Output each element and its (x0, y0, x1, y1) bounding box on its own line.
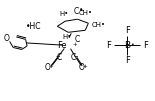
Text: F: F (125, 26, 130, 35)
Text: F: F (125, 56, 130, 65)
Text: +: + (48, 64, 53, 69)
Text: O: O (79, 63, 85, 72)
Text: •: • (130, 42, 134, 47)
Text: −: − (74, 53, 78, 58)
Text: O: O (45, 63, 51, 72)
Text: Fe: Fe (57, 41, 67, 50)
Text: +: + (82, 64, 87, 69)
Text: O: O (4, 34, 10, 43)
Text: CH•: CH• (91, 22, 105, 28)
Text: H•: H• (62, 34, 72, 40)
Text: −: − (55, 53, 60, 58)
Text: C: C (74, 7, 79, 16)
Text: CH•: CH• (79, 10, 93, 16)
Text: C: C (71, 53, 76, 62)
Text: C: C (74, 35, 80, 44)
Text: C: C (57, 53, 62, 62)
Text: H•: H• (60, 11, 69, 17)
Text: F: F (143, 41, 148, 50)
Text: •HC: •HC (26, 22, 41, 31)
Text: +: + (73, 42, 77, 47)
Text: B: B (124, 41, 130, 50)
Text: •: • (78, 6, 83, 15)
Text: F: F (106, 41, 111, 50)
